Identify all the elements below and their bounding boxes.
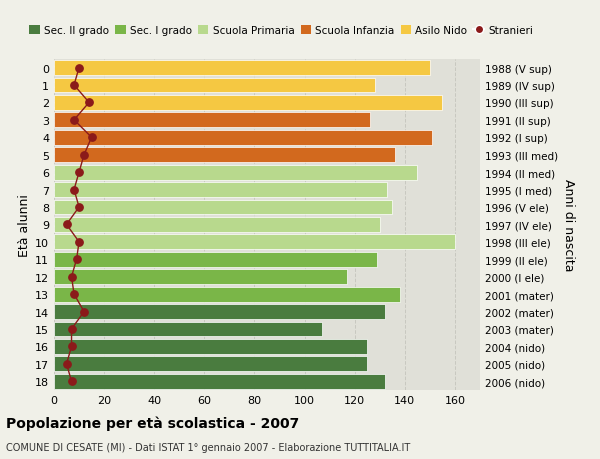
Bar xyxy=(54,357,367,371)
Point xyxy=(74,239,84,246)
Bar xyxy=(54,61,430,76)
Point xyxy=(74,65,84,72)
Bar xyxy=(54,304,385,319)
Point xyxy=(69,186,79,194)
Point xyxy=(69,82,79,90)
Point xyxy=(79,151,89,159)
Point xyxy=(62,221,71,229)
Legend: Sec. II grado, Sec. I grado, Scuola Primaria, Scuola Infanzia, Asilo Nido, Stran: Sec. II grado, Sec. I grado, Scuola Prim… xyxy=(25,22,537,40)
Point xyxy=(67,325,76,333)
Point xyxy=(69,291,79,298)
Point xyxy=(67,343,76,350)
Point xyxy=(74,169,84,176)
Point xyxy=(67,378,76,385)
Point xyxy=(72,256,82,263)
Bar xyxy=(54,96,442,111)
Bar xyxy=(54,270,347,285)
Bar xyxy=(54,165,418,180)
Bar xyxy=(54,218,380,232)
Bar xyxy=(54,235,455,250)
Point xyxy=(69,117,79,124)
Bar xyxy=(54,252,377,267)
Bar xyxy=(54,130,433,146)
Bar xyxy=(54,183,387,197)
Point xyxy=(74,204,84,211)
Y-axis label: Anni di nascita: Anni di nascita xyxy=(562,179,575,271)
Bar xyxy=(54,200,392,215)
Bar xyxy=(54,148,395,163)
Bar xyxy=(54,322,322,336)
Text: COMUNE DI CESATE (MI) - Dati ISTAT 1° gennaio 2007 - Elaborazione TUTTITALIA.IT: COMUNE DI CESATE (MI) - Dati ISTAT 1° ge… xyxy=(6,442,410,452)
Point xyxy=(84,100,94,107)
Bar xyxy=(54,78,375,93)
Point xyxy=(79,308,89,315)
Point xyxy=(87,134,97,142)
Bar xyxy=(54,339,367,354)
Point xyxy=(67,274,76,281)
Bar xyxy=(54,374,385,389)
Text: Popolazione per età scolastica - 2007: Popolazione per età scolastica - 2007 xyxy=(6,415,299,430)
Bar xyxy=(54,113,370,128)
Point xyxy=(62,360,71,368)
Bar xyxy=(54,287,400,302)
Y-axis label: Età alunni: Età alunni xyxy=(18,194,31,256)
